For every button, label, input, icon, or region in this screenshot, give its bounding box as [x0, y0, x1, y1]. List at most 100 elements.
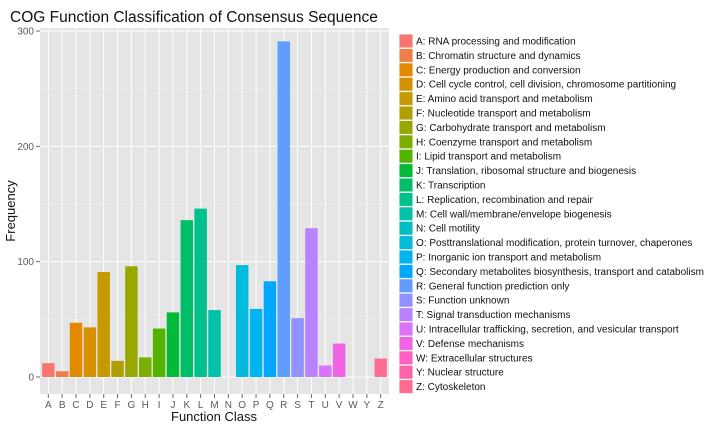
legend-label-Y: Y: Nuclear structure — [416, 368, 504, 379]
bar-M — [208, 310, 221, 377]
bar-F — [111, 360, 124, 377]
legend-label-E: E: Amino acid transport and metabolism — [416, 94, 593, 105]
legend-label-J: J: Translation, ribosomal structure and … — [416, 166, 636, 177]
legend-swatch-R — [399, 279, 413, 293]
bars — [42, 41, 387, 377]
legend-label-U: U: Intracellular trafficking, secretion,… — [416, 325, 679, 336]
legend-swatch-I — [399, 149, 413, 163]
x-tick-label-T: T — [308, 400, 314, 411]
bar-E — [97, 272, 110, 377]
legend-label-A: A: RNA processing and modification — [416, 37, 576, 48]
legend-label-G: G: Carbohydrate transport and metabolism — [416, 123, 606, 134]
legend-label-M: M: Cell wall/membrane/envelope biogenesi… — [416, 209, 612, 220]
legend-label-R: R: General function prediction only — [416, 281, 569, 292]
bar-P — [249, 308, 263, 377]
legend-swatch-B — [399, 48, 413, 62]
legend-swatch-Y — [399, 365, 413, 379]
legend-swatch-O — [399, 236, 413, 250]
x-tick-label-S: S — [294, 400, 301, 411]
legend-swatch-Z — [399, 380, 413, 394]
legend-label-K: K: Transcription — [416, 181, 485, 192]
legend-swatch-M — [399, 207, 413, 221]
legend-swatch-A — [399, 34, 413, 48]
x-tick-label-M: M — [210, 400, 218, 411]
x-tick-label-Q: Q — [266, 400, 274, 411]
legend-label-P: P: Inorganic ion transport and metabolis… — [416, 253, 601, 264]
legend-label-B: B: Chromatin structure and dynamics — [416, 51, 581, 62]
x-tick-label-K: K — [183, 400, 190, 411]
legend-label-I: I: Lipid transport and metabolism — [416, 152, 561, 163]
x-tick-label-V: V — [336, 400, 343, 411]
x-tick-label-P: P — [253, 400, 260, 411]
legend-label-V: V: Defense mechanisms — [416, 339, 524, 350]
x-tick-label-Y: Y — [364, 400, 371, 411]
bar-U — [319, 365, 332, 377]
legend-swatch-H — [399, 135, 413, 149]
legend-swatch-F — [399, 106, 413, 120]
legend: A: RNA processing and modification B: Chr… — [399, 34, 704, 394]
legend-label-C: C: Energy production and conversion — [416, 65, 581, 76]
x-tick-label-Z: Z — [378, 400, 384, 411]
y-tick-label-200: 200 — [17, 142, 34, 153]
x-tick-label-I: I — [158, 400, 161, 411]
chart-title: COG Function Classification of Consensus… — [10, 9, 378, 26]
bar-O — [235, 265, 249, 377]
x-axis-title: Function Class — [171, 409, 257, 424]
bar-L — [194, 208, 207, 377]
bar-D — [83, 327, 97, 377]
legend-swatch-T — [399, 308, 413, 322]
y-tick-label-100: 100 — [17, 257, 34, 268]
bar-B — [55, 371, 69, 377]
x-tick-label-B: B — [59, 400, 66, 411]
legend-label-H: H: Coenzyme transport and metabolism — [416, 137, 592, 148]
bar-Z — [374, 358, 387, 377]
x-tick-label-A: A — [45, 400, 52, 411]
bar-R — [277, 41, 290, 377]
legend-label-O: O: Posttranslational modification, prote… — [416, 238, 692, 249]
legend-swatch-J — [399, 164, 413, 178]
x-tick-label-L: L — [198, 400, 204, 411]
legend-swatch-U — [399, 322, 413, 336]
bar-J — [166, 312, 180, 377]
legend-label-Q: Q: Secondary metabolites biosynthesis, t… — [416, 267, 704, 278]
bar-T — [305, 228, 318, 377]
legend-swatch-P — [399, 250, 413, 264]
legend-swatch-S — [399, 293, 413, 307]
x-tick-label-U: U — [322, 400, 329, 411]
y-tick-label-300: 300 — [17, 27, 34, 38]
legend-swatch-N — [399, 221, 413, 235]
legend-swatch-E — [399, 92, 413, 106]
legend-label-L: L: Replication, recombination and repair — [416, 195, 593, 206]
legend-swatch-Q — [399, 264, 413, 278]
legend-swatch-G — [399, 120, 413, 134]
x-tick-label-O: O — [238, 400, 246, 411]
y-axis-title: Frequency — [3, 180, 18, 242]
x-tick-label-C: C — [72, 400, 79, 411]
legend-label-N: N: Cell motility — [416, 224, 480, 235]
y-axis: 0 100 200 300 — [17, 27, 40, 384]
x-tick-label-J: J — [170, 400, 175, 411]
x-tick-label-H: H — [142, 400, 149, 411]
legend-label-D: D: Cell cycle control, cell division, ch… — [416, 80, 676, 91]
x-tick-label-E: E — [100, 400, 107, 411]
bar-S — [291, 318, 304, 377]
bar-Q — [263, 281, 277, 377]
bar-G — [125, 266, 138, 377]
legend-swatch-K — [399, 178, 413, 192]
legend-label-Z: Z: Cytoskeleton — [416, 382, 485, 393]
bar-C — [69, 322, 83, 377]
legend-swatch-C — [399, 63, 413, 77]
bar-V — [332, 343, 346, 377]
x-tick-label-G: G — [128, 400, 136, 411]
legend-label-S: S: Function unknown — [416, 296, 509, 307]
bar-K — [180, 220, 194, 377]
legend-swatch-V — [399, 336, 413, 350]
legend-swatch-D — [399, 77, 413, 91]
legend-label-F: F: Nucleotide transport and metabolism — [416, 109, 591, 120]
legend-label-W: W: Extracellular structures — [416, 353, 533, 364]
legend-swatch-W — [399, 351, 413, 365]
y-tick-label-0: 0 — [28, 373, 34, 384]
legend-label-T: T: Signal transduction mechanisms — [416, 310, 571, 321]
